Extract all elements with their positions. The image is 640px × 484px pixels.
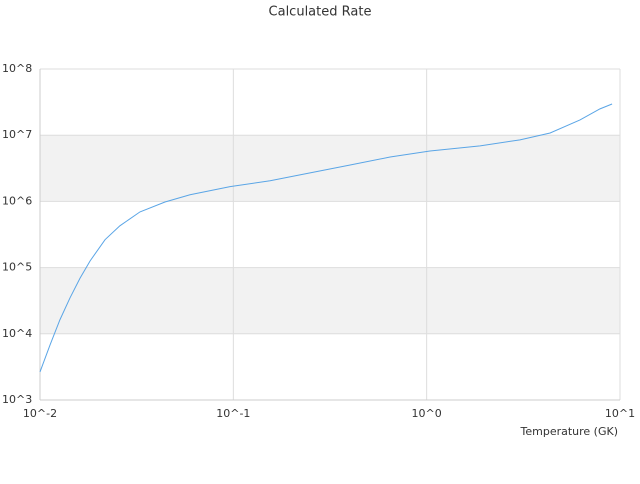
x-tick-label: 10^-1	[216, 407, 250, 420]
x-tick-label: 10^0	[412, 407, 442, 420]
x-tick-label: 10^-2	[23, 407, 57, 420]
x-tick-label: 10^1	[605, 407, 635, 420]
grid-band	[40, 135, 620, 202]
chart-title: Calculated Rate	[269, 5, 372, 20]
data-line	[39, 103, 613, 373]
y-tick-label: 10^8	[2, 62, 32, 75]
grid-band	[40, 267, 620, 334]
y-tick-label: 10^7	[2, 128, 32, 141]
y-tick-label: 10^5	[2, 261, 32, 274]
y-tick-label: 10^3	[2, 393, 32, 406]
y-tick-label: 10^6	[2, 194, 32, 207]
y-tick-label: 10^4	[2, 327, 32, 340]
x-axis-label: Temperature (GK)	[520, 425, 619, 438]
plot-layer	[39, 68, 621, 401]
